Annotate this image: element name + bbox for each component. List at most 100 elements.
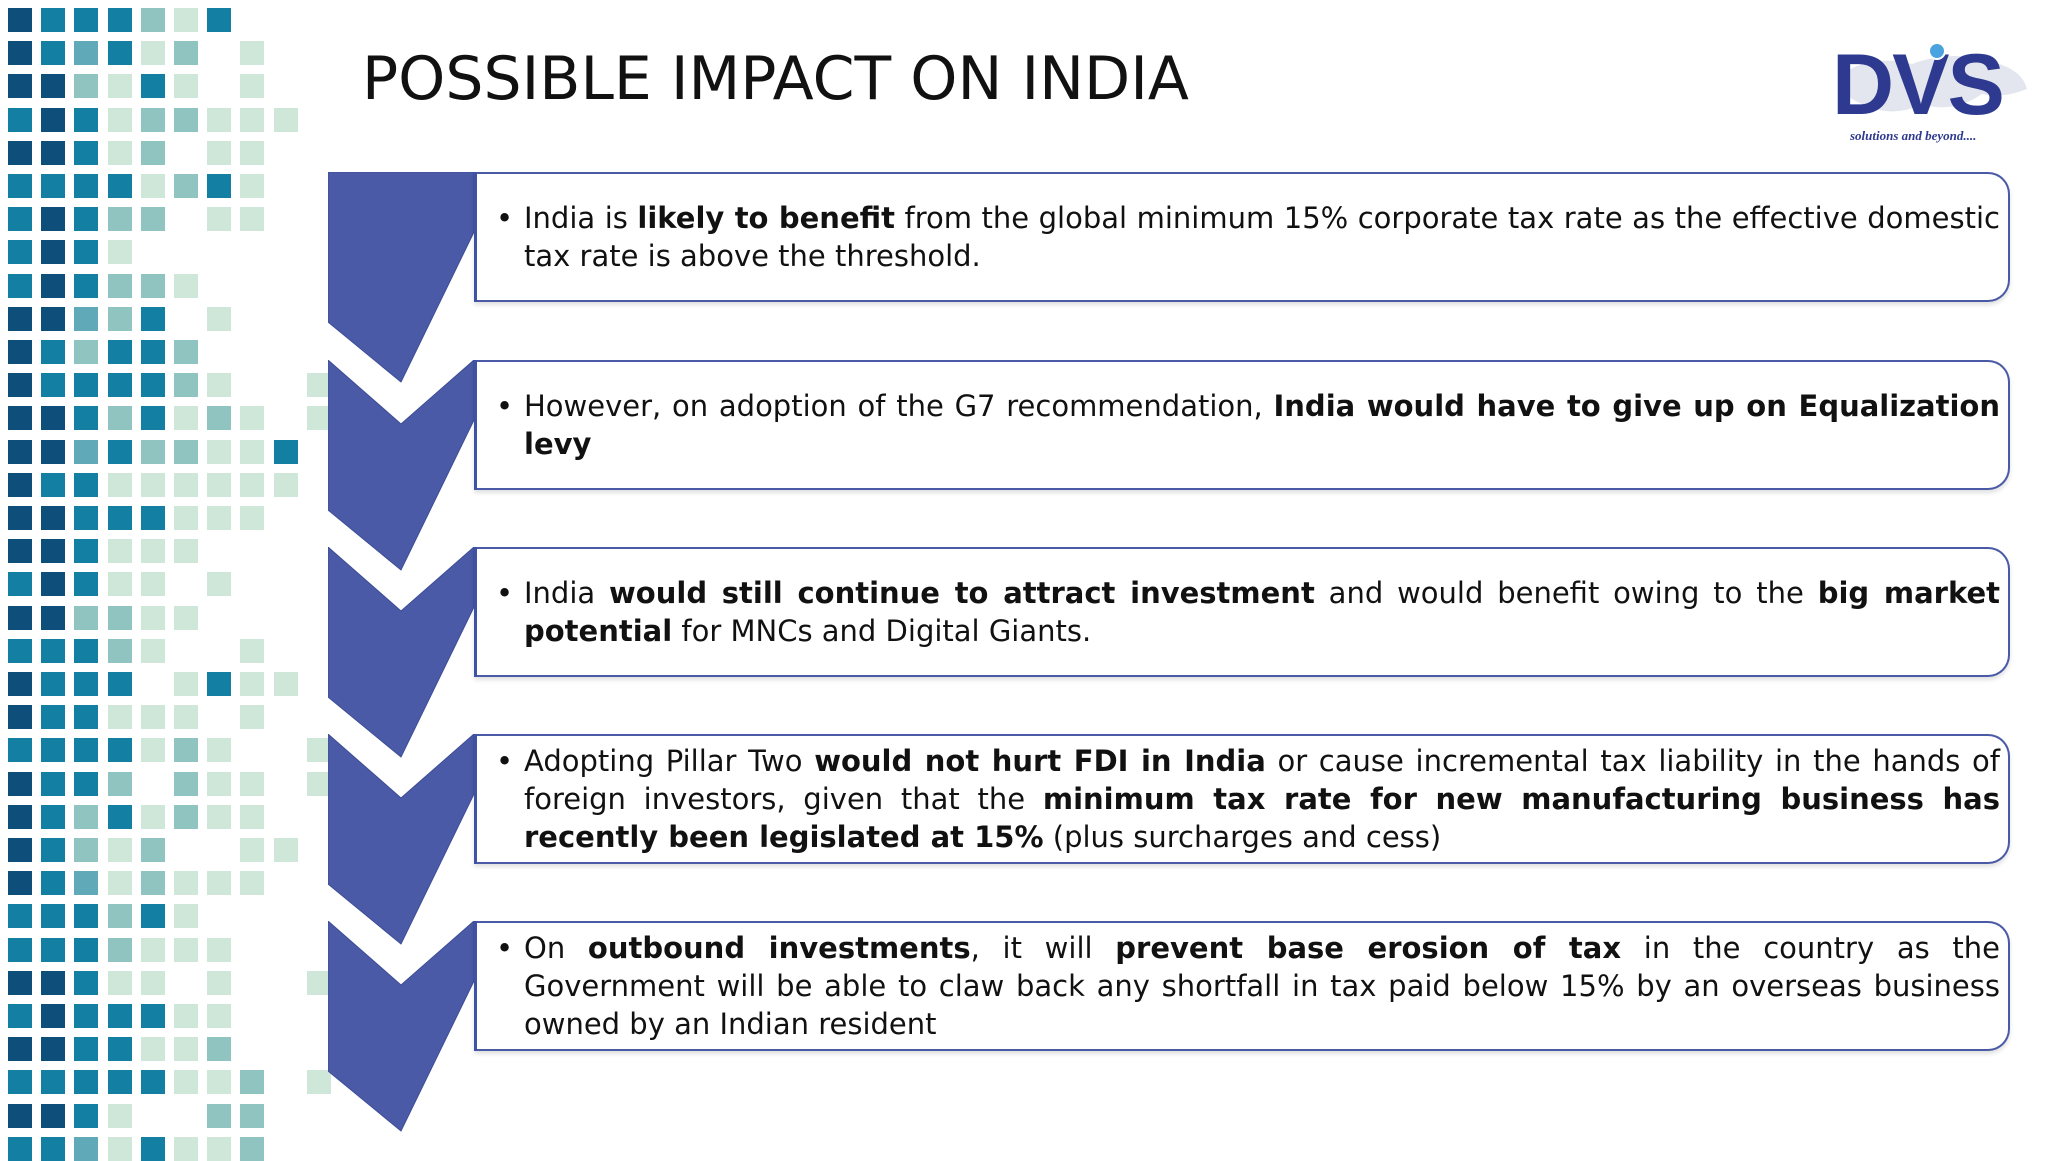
- body-text: , it will: [970, 931, 1116, 965]
- mosaic-tile: [74, 539, 99, 564]
- mosaic-tile: [41, 140, 66, 165]
- mosaic-tile: [174, 506, 198, 530]
- mosaic-tile: [240, 638, 265, 663]
- mosaic-tile: [140, 472, 165, 497]
- mosaic-tile: [107, 904, 132, 929]
- mosaic-tile: [74, 207, 99, 232]
- mosaic-tile: [74, 373, 99, 398]
- mosaic-tile: [240, 804, 265, 829]
- mosaic-tile: [240, 1103, 265, 1128]
- body-text: from the global minimum 15% corporate ta…: [524, 201, 2000, 273]
- mosaic-tile: [41, 174, 66, 198]
- mosaic-tile: [41, 1037, 66, 1062]
- mosaic-tile: [140, 804, 165, 829]
- mosaic-tile: [207, 1070, 232, 1095]
- mosaic-tile: [107, 871, 132, 896]
- mosaic-tile: [74, 439, 99, 464]
- body-text: in the country as the Government will be…: [524, 931, 2001, 1041]
- mosaic-tile: [140, 340, 165, 364]
- body-text: for MNCs and Digital Giants.: [672, 614, 1092, 648]
- mosaic-tile: [74, 140, 99, 165]
- mosaic-tile: [74, 771, 99, 796]
- mosaic-tile: [41, 506, 66, 530]
- logo-tagline: solutions and beyond....: [1850, 128, 1977, 143]
- mosaic-tile: [41, 41, 66, 66]
- mosaic-tile: [140, 273, 165, 298]
- mosaic-tile: [174, 273, 198, 298]
- mosaic-tile: [240, 174, 265, 198]
- mosaic-tile: [107, 74, 132, 99]
- mosaic-tile: [8, 605, 32, 630]
- mosaic-tile: [207, 439, 232, 464]
- mosaic-tile: [41, 539, 66, 564]
- mosaic-tile: [174, 74, 198, 99]
- mosaic-tile: [207, 970, 232, 995]
- mosaic-tile: [8, 838, 32, 862]
- mosaic-tile: [207, 1004, 232, 1028]
- mosaic-tile: [41, 605, 66, 630]
- mosaic-tile: [140, 74, 165, 99]
- mosaic-tile: [174, 373, 198, 398]
- mosaic-tile: [240, 672, 265, 696]
- mosaic-tile: [306, 1070, 331, 1095]
- mosaic-tile: [41, 1103, 66, 1128]
- mosaic-tile: [207, 140, 232, 165]
- mosaic-tile: [74, 672, 99, 696]
- mosaic-tile: [174, 937, 198, 962]
- chevron-down-icon: [328, 172, 475, 383]
- mosaic-tile: [240, 771, 265, 796]
- mosaic-tile: [140, 1136, 165, 1161]
- mosaic-tile: [41, 207, 66, 232]
- logo-brand: DVS: [1832, 37, 2005, 133]
- mosaic-tile: [174, 1070, 198, 1095]
- mosaic-tile: [74, 1103, 99, 1128]
- mosaic-tile: [41, 1136, 66, 1161]
- mosaic-tile: [174, 1037, 198, 1062]
- mosaic-tile: [8, 1136, 32, 1161]
- mosaic-tile: [240, 506, 265, 530]
- mosaic-tile: [240, 871, 265, 896]
- mosaic-tile: [74, 506, 99, 530]
- mosaic-tile: [41, 406, 66, 431]
- emphasis-text: would still continue to attract investme…: [609, 576, 1315, 610]
- mosaic-tile: [107, 838, 132, 862]
- mosaic-tile: [41, 1070, 66, 1095]
- body-text: (plus surcharges and cess): [1043, 820, 1442, 854]
- mosaic-tile: [174, 539, 198, 564]
- mosaic-tile: [240, 1136, 265, 1161]
- mosaic-tile: [74, 804, 99, 829]
- mosaic-tile: [8, 638, 32, 663]
- mosaic-tile: [140, 605, 165, 630]
- mosaic-tile: [41, 373, 66, 398]
- mosaic-tile: [74, 1136, 99, 1161]
- mosaic-tile: [140, 306, 165, 331]
- mosaic-tile: [74, 406, 99, 431]
- mosaic-tile: [140, 1037, 165, 1062]
- mosaic-tile: [174, 472, 198, 497]
- mosaic-tile: [140, 406, 165, 431]
- mosaic-tile: [174, 904, 198, 929]
- emphasis-text: big market potential: [524, 576, 2001, 648]
- mosaic-tile: [8, 406, 32, 431]
- mosaic-tile: [207, 771, 232, 796]
- mosaic-tile: [74, 937, 99, 962]
- mosaic-tile: [74, 1037, 99, 1062]
- mosaic-tile: [107, 439, 132, 464]
- mosaic-tile: [8, 140, 32, 165]
- mosaic-tile: [74, 41, 99, 66]
- logo-dot: [1928, 42, 1946, 60]
- mosaic-tile: [41, 273, 66, 298]
- mosaic-tile: [207, 672, 232, 696]
- mosaic-tile: [41, 904, 66, 929]
- mosaic-tile: [41, 74, 66, 99]
- mosaic-tile: [107, 406, 132, 431]
- emphasis-text: minimum tax rate for new manufacturing b…: [524, 782, 2001, 854]
- point-box: On outbound investments, it will prevent…: [474, 921, 2010, 1051]
- mosaic-tile: [8, 306, 32, 331]
- mosaic-tile: [174, 174, 198, 198]
- mosaic-tile: [207, 1103, 232, 1128]
- mosaic-tile: [107, 8, 132, 32]
- mosaic-tile: [140, 373, 165, 398]
- mosaic-tile: [174, 705, 198, 730]
- impact-point-4: Adopting Pillar Two would not hurt FDI i…: [328, 734, 2014, 945]
